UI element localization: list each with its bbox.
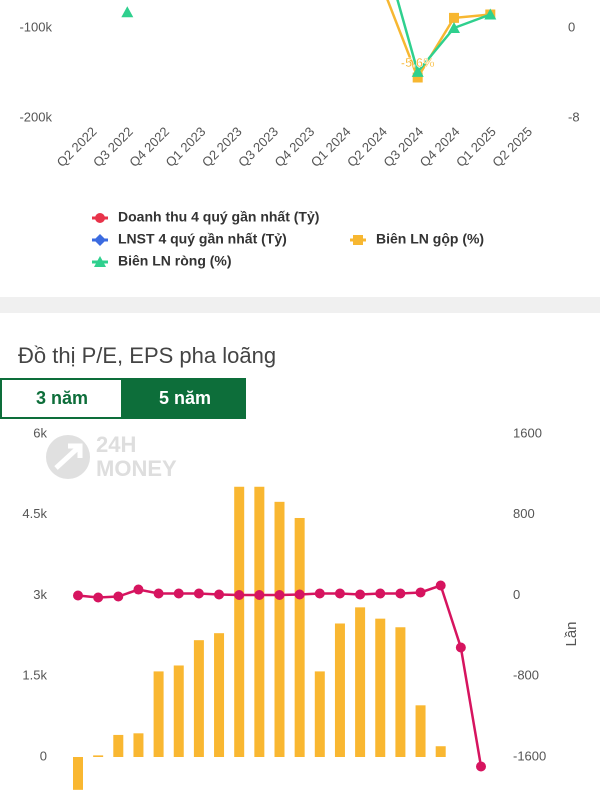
tab[interactable] — [123, 378, 246, 419]
bar — [93, 755, 104, 757]
y-tick-label: 0 — [40, 748, 47, 763]
separator — [0, 297, 600, 313]
line — [396, 0, 491, 75]
marker — [93, 592, 104, 603]
watermark-arrow — [54, 443, 83, 470]
marker — [173, 588, 184, 599]
bar — [153, 671, 164, 757]
tab[interactable] — [0, 378, 123, 419]
marker — [412, 72, 423, 83]
y2-tick-label: 0 — [568, 19, 575, 34]
annotation: -5.6% — [401, 55, 435, 70]
y-tick-label: 1.5k — [22, 668, 47, 683]
marker — [455, 642, 466, 653]
bar — [375, 618, 386, 757]
marker — [448, 22, 460, 33]
bar — [214, 633, 225, 757]
marker — [274, 589, 285, 600]
marker — [449, 12, 459, 23]
bar — [73, 757, 83, 790]
bar — [294, 517, 305, 757]
y-tick-label: -100k — [19, 19, 52, 34]
bar — [395, 627, 406, 757]
marker — [95, 213, 105, 223]
marker — [355, 589, 366, 600]
line — [386, 0, 491, 81]
marker — [73, 590, 83, 601]
y-tick-label: 4.5k — [22, 506, 47, 521]
section-title: Đồ thị P/E, EPS pha loãng — [18, 343, 276, 368]
marker — [484, 8, 497, 20]
marker — [113, 591, 124, 602]
marker — [254, 589, 265, 600]
bar — [334, 623, 345, 757]
bar — [415, 705, 426, 757]
marker — [435, 580, 446, 591]
legend-label: Doanh thu 4 quý gần nhất (Tỷ) — [118, 209, 319, 225]
marker — [153, 588, 164, 599]
bar — [133, 733, 144, 757]
y2-tick-label: -800 — [513, 668, 539, 683]
marker — [395, 588, 406, 599]
y2-tick-label: -8 — [568, 109, 580, 124]
bar — [173, 665, 184, 757]
tab-label[interactable]: 3 năm — [36, 388, 88, 408]
marker — [476, 761, 486, 772]
y2-tick-label: 0 — [513, 587, 520, 602]
watermark-text: 24H — [96, 432, 136, 457]
y2-tick-label: 800 — [513, 506, 535, 521]
y-tick-label: 3k — [33, 587, 47, 602]
marker — [314, 588, 325, 599]
marker — [133, 584, 144, 595]
marker — [334, 588, 345, 599]
marker — [294, 589, 305, 600]
y2-tick-label: 1600 — [513, 425, 542, 440]
bar — [355, 607, 366, 757]
legend-label: LNST 4 quý gần nhất (Tỷ) — [118, 231, 287, 247]
marker — [94, 256, 106, 267]
marker — [415, 587, 426, 598]
marker — [193, 588, 204, 599]
bar — [254, 486, 265, 757]
bar — [274, 501, 285, 757]
bar — [113, 734, 124, 757]
marker — [234, 589, 245, 600]
y2-axis-label: Lần — [563, 621, 580, 646]
y2-tick-label: -1600 — [513, 748, 546, 763]
legend-label: Biên LN ròng (%) — [118, 253, 232, 269]
bar — [435, 746, 446, 757]
watermark: 24H MONEY — [46, 432, 177, 481]
y-tick-label: -200k — [19, 109, 52, 124]
bar — [193, 640, 204, 757]
marker — [353, 235, 363, 245]
bar — [234, 486, 245, 757]
bar — [314, 671, 325, 757]
tab-label[interactable]: 5 năm — [159, 388, 211, 408]
legend-label: Biên LN gộp (%) — [376, 231, 484, 247]
marker — [94, 234, 106, 246]
x-tick-label: Q2 2025 — [489, 124, 535, 170]
y-tick-label: 6k — [33, 425, 47, 440]
marker — [375, 588, 386, 599]
marker — [411, 65, 424, 77]
marker — [121, 6, 134, 18]
watermark-text: MONEY — [96, 456, 177, 481]
marker — [214, 589, 225, 600]
